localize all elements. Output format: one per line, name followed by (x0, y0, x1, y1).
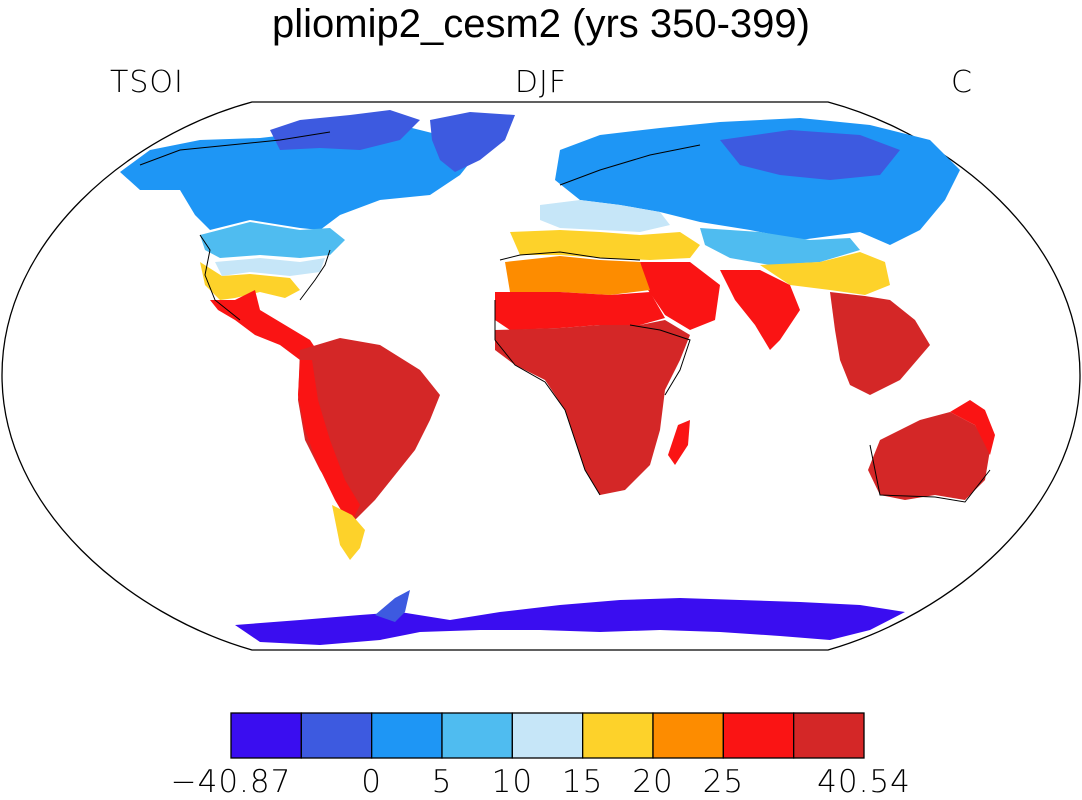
colorbar-box (652, 712, 724, 759)
colorbar-tick-label: 5 (431, 764, 453, 800)
colorbar-box (371, 712, 443, 759)
region-europe-south (540, 200, 670, 232)
region-antarctica-peninsula (375, 590, 410, 622)
region-sahara-north (505, 256, 650, 295)
region-patagonia (332, 505, 365, 560)
season-label: DJF (514, 65, 568, 100)
units-label: C (951, 65, 973, 100)
colorbar-tick-label: 40.54 (817, 764, 911, 800)
coastlines (139, 131, 991, 503)
colorbar-box (793, 712, 865, 759)
region-south-america-andes (298, 360, 360, 525)
colorbar-tick-label: 25 (702, 764, 745, 800)
region-greenland (430, 112, 515, 172)
region-australia-east (950, 400, 995, 455)
colorbar-tick-label: −40.87 (170, 764, 292, 800)
region-china-south (760, 252, 890, 295)
region-central-asia (700, 228, 860, 265)
region-arabia (640, 262, 720, 330)
plot-title: pliomip2_cesm2 (yrs 350-399) (271, 2, 810, 46)
variable-label: TSOI (110, 65, 184, 100)
region-africa-tropics (495, 320, 690, 495)
region-india (720, 270, 800, 350)
region-mexico (210, 290, 320, 360)
region-australia (868, 412, 990, 500)
colorbar-box (441, 712, 513, 759)
colorbar-tick-label: 20 (632, 764, 674, 800)
region-canadian-arctic (270, 110, 420, 150)
region-madagascar (668, 420, 690, 465)
region-sahara (495, 292, 665, 330)
region-siberia (720, 130, 900, 180)
colorbar-box (582, 712, 654, 759)
region-north-america-north (120, 125, 480, 230)
colorbar-box (511, 712, 584, 759)
colorbar-tick-label: 10 (491, 764, 534, 800)
region-southeast-asia (830, 292, 930, 395)
region-north-america-mid (200, 222, 345, 258)
colorbar-tick-label: 0 (361, 764, 383, 800)
region-north-america-south (215, 258, 325, 276)
colorbar-box (300, 712, 373, 759)
colorbar-box (230, 712, 302, 759)
colorbar-box (722, 712, 795, 759)
region-gulf-coast (200, 262, 300, 300)
colorbar-tick-label: 15 (561, 764, 604, 800)
region-antarctica-coast (235, 598, 905, 645)
